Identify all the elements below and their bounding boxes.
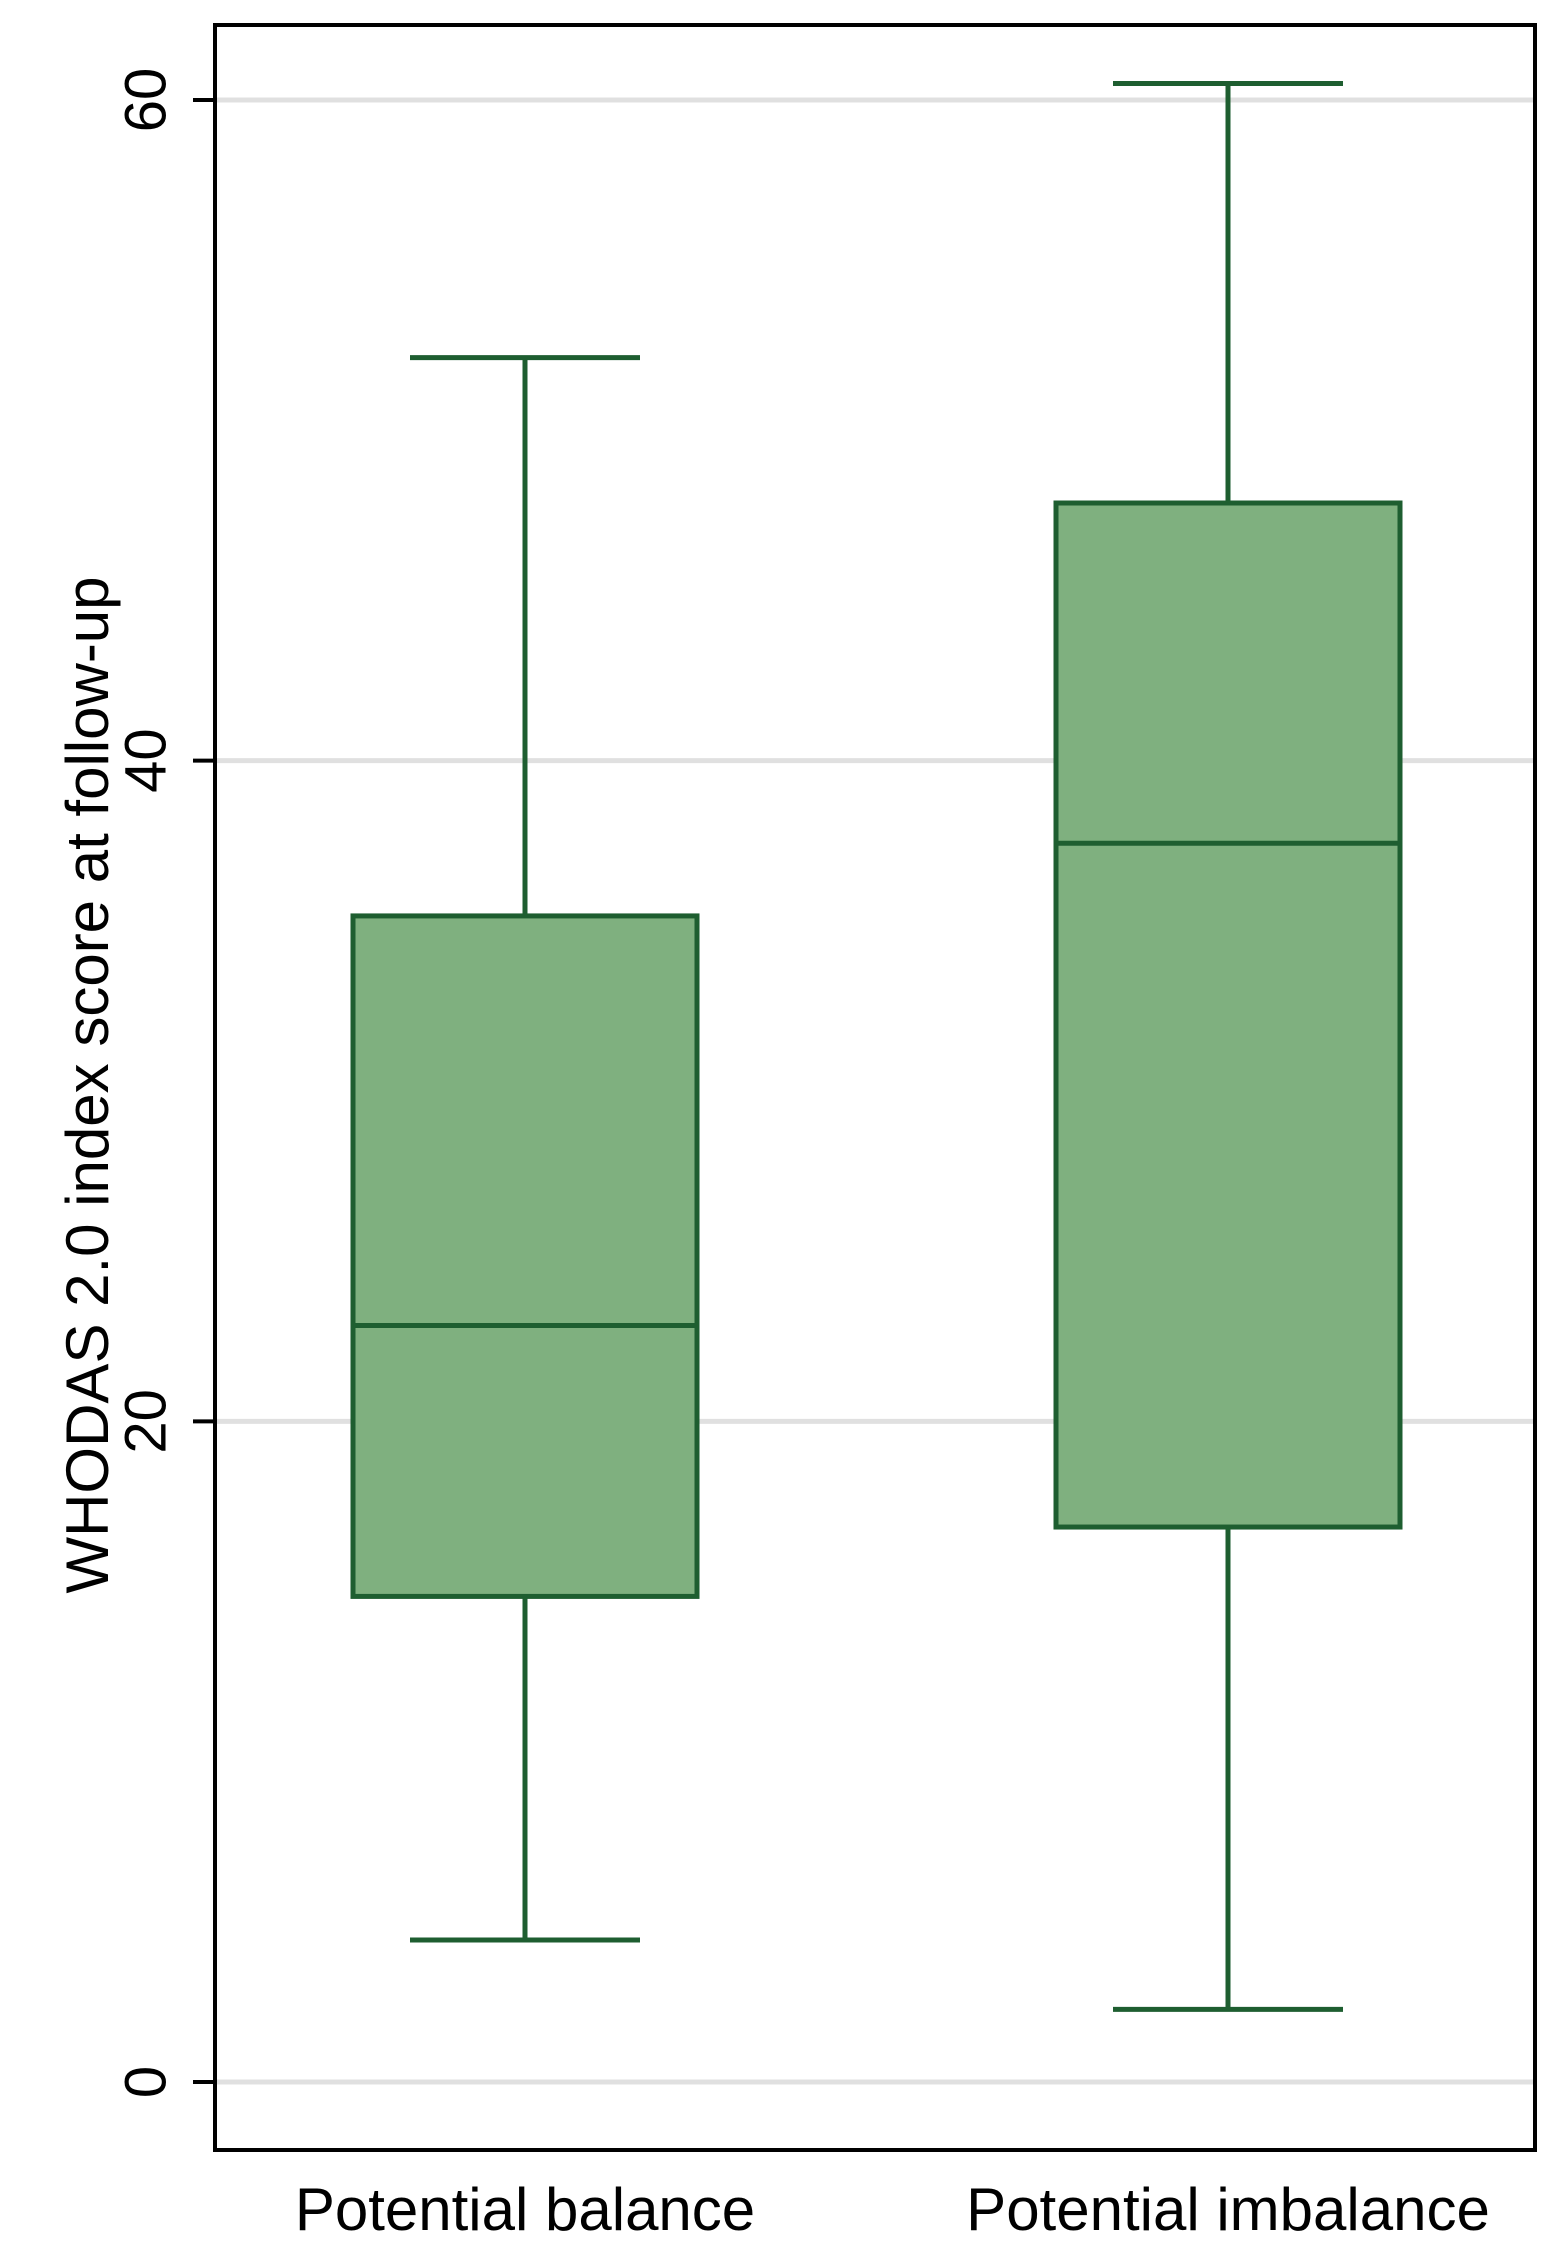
plot-frame	[213, 23, 1537, 2152]
y-axis: 0 20 40 60	[113, 68, 215, 2098]
box-1	[350, 355, 700, 1943]
y-tick-label-60: 60	[113, 68, 178, 133]
box-plot-series	[350, 80, 1403, 2012]
y-tick-label-20: 20	[113, 1389, 178, 1454]
y-tick-label-0: 0	[113, 2066, 178, 2098]
box-2	[1053, 80, 1403, 2012]
y-axis-title: WHODAS 2.0 index score at follow-up	[54, 576, 121, 1593]
y-tick-label-40: 40	[113, 728, 178, 793]
iqr-box	[350, 913, 700, 1599]
iqr-box	[1053, 500, 1403, 1530]
x-tick-label-2: Potential imbalance	[966, 2176, 1490, 2243]
x-axis: Potential balance Potential imbalance	[295, 2176, 1490, 2243]
x-tick-label-1: Potential balance	[295, 2176, 755, 2243]
